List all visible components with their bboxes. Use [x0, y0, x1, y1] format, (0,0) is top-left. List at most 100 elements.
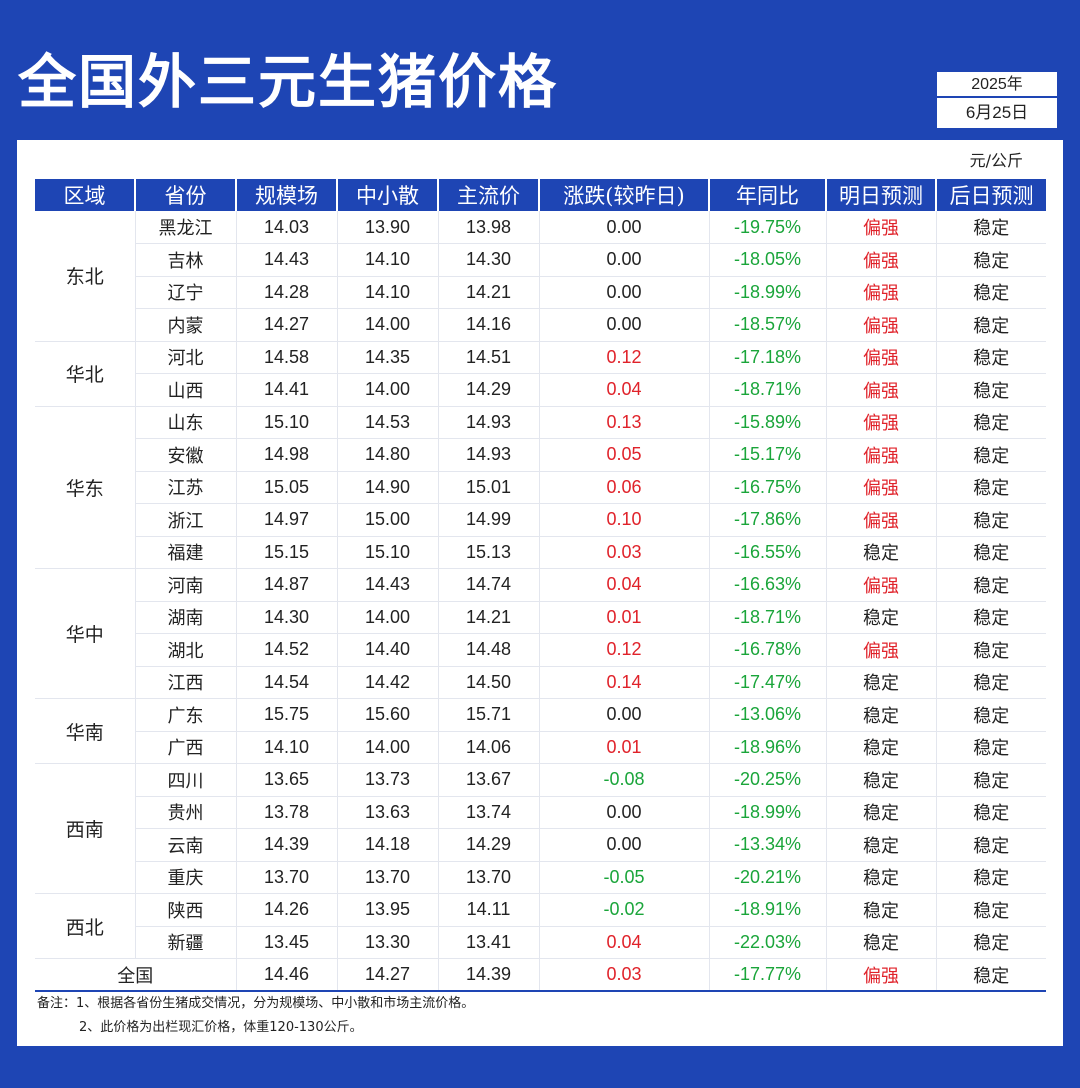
- province-cell: 贵州: [135, 796, 237, 829]
- main-price: 14.06: [438, 731, 540, 764]
- tomorrow-forecast: 稳定: [826, 763, 937, 797]
- main-price: 13.98: [438, 211, 540, 244]
- yoy-value: -17.47%: [709, 666, 827, 699]
- day-after-forecast: 稳定: [936, 893, 1046, 927]
- main-price: 15.13: [438, 536, 540, 569]
- change-value: 0.10: [539, 503, 710, 537]
- yoy-value: -18.71%: [709, 601, 827, 634]
- province-cell: 河南: [135, 568, 237, 602]
- tomorrow-forecast: 稳定: [826, 893, 937, 927]
- main-price: 14.11: [438, 893, 540, 927]
- province-cell: 湖南: [135, 601, 237, 634]
- small-farm-price: 14.00: [337, 373, 439, 407]
- day-after-forecast: 稳定: [936, 601, 1046, 634]
- scale-farm-price: 13.65: [236, 763, 338, 797]
- tomorrow-forecast: 偏强: [826, 568, 937, 602]
- main-price: 13.70: [438, 861, 540, 894]
- scale-farm-price: 15.05: [236, 471, 338, 504]
- scale-farm-price: 14.52: [236, 633, 338, 667]
- table-row: 辽宁 14.28 14.10 14.21 0.00 -18.99% 偏强 稳定: [35, 276, 1046, 309]
- province-cell: 安徽: [135, 438, 237, 472]
- day-after-forecast: 稳定: [936, 763, 1046, 797]
- table-row: 云南 14.39 14.18 14.29 0.00 -13.34% 稳定 稳定: [35, 828, 1046, 862]
- main-price: 13.67: [438, 763, 540, 797]
- tomorrow-forecast: 偏强: [826, 958, 937, 992]
- change-value: 0.06: [539, 471, 710, 504]
- table-row: 吉林 14.43 14.10 14.30 0.00 -18.05% 偏强 稳定: [35, 243, 1046, 277]
- yoy-value: -20.25%: [709, 763, 827, 797]
- day-after-forecast: 稳定: [936, 438, 1046, 472]
- day-after-forecast: 稳定: [936, 568, 1046, 602]
- column-header: 主流价: [438, 179, 540, 211]
- page-title: 全国外三元生猪价格: [18, 48, 559, 116]
- change-value: 0.13: [539, 406, 710, 439]
- main-price: 14.99: [438, 503, 540, 537]
- yoy-value: -18.96%: [709, 731, 827, 764]
- province-cell: 浙江: [135, 503, 237, 537]
- region-cell: 华东: [35, 406, 136, 569]
- day-after-forecast: 稳定: [936, 731, 1046, 764]
- scale-farm-price: 14.03: [236, 211, 338, 244]
- scale-farm-price: 14.27: [236, 308, 338, 342]
- scale-farm-price: 14.39: [236, 828, 338, 862]
- small-farm-price: 13.95: [337, 893, 439, 927]
- column-header: 年同比: [709, 179, 827, 211]
- date-day: 6月25日: [965, 103, 1029, 122]
- small-farm-price: 15.10: [337, 536, 439, 569]
- province-cell: 江西: [135, 666, 237, 699]
- tomorrow-forecast: 偏强: [826, 276, 937, 309]
- day-after-forecast: 稳定: [936, 861, 1046, 894]
- yoy-value: -13.06%: [709, 698, 827, 732]
- tomorrow-forecast: 稳定: [826, 926, 937, 959]
- change-value: -0.08: [539, 763, 710, 797]
- day-after-forecast: 稳定: [936, 958, 1046, 992]
- yoy-value: -13.34%: [709, 828, 827, 862]
- main-price: 14.74: [438, 568, 540, 602]
- day-after-forecast: 稳定: [936, 341, 1046, 374]
- change-value: 0.00: [539, 796, 710, 829]
- scale-farm-price: 13.45: [236, 926, 338, 959]
- main-price: 14.16: [438, 308, 540, 342]
- province-cell: 山东: [135, 406, 237, 439]
- note-2: 2、此价格为出栏现汇价格，体重120-130公斤。: [79, 1020, 363, 1035]
- main-price: 14.30: [438, 243, 540, 277]
- scale-farm-price: 14.26: [236, 893, 338, 927]
- change-value: 0.03: [539, 536, 710, 569]
- scale-farm-price: 15.15: [236, 536, 338, 569]
- change-value: 0.01: [539, 731, 710, 764]
- table-row: 华北 河北 14.58 14.35 14.51 0.12 -17.18% 偏强 稳定: [35, 341, 1046, 407]
- small-farm-price: 13.73: [337, 763, 439, 797]
- main-price: 14.39: [438, 958, 540, 992]
- province-cell: 广东: [135, 698, 237, 732]
- national-row: 全国 14.46 14.27 14.39 0.03 -17.77% 偏强 稳定: [35, 958, 1046, 992]
- table-row: 西南 四川 13.65 13.73 13.67 -0.08 -20.25% 稳定 稳定: [35, 763, 1046, 894]
- main-price: 14.51: [438, 341, 540, 374]
- small-farm-price: 14.10: [337, 243, 439, 277]
- change-value: 0.00: [539, 698, 710, 732]
- table-row: 内蒙 14.27 14.00 14.16 0.00 -18.57% 偏强 稳定: [35, 308, 1046, 342]
- notes: 备注：1、根据各省份生猪成交情况，分为规模场、中小散和市场主流价格。 2、此价格…: [37, 992, 474, 1040]
- small-farm-price: 14.00: [337, 601, 439, 634]
- yoy-value: -16.55%: [709, 536, 827, 569]
- small-farm-price: 14.10: [337, 276, 439, 309]
- yoy-value: -18.99%: [709, 276, 827, 309]
- price-table: 区域 省份 规模场 中小散 主流价 涨跌(较昨日) 年同比 明日预测 后日预测 东北 黑龙江 14.…: [35, 179, 1046, 992]
- day-after-forecast: 稳定: [936, 211, 1046, 244]
- small-farm-price: 14.53: [337, 406, 439, 439]
- tomorrow-forecast: 偏强: [826, 471, 937, 504]
- scale-farm-price: 14.97: [236, 503, 338, 537]
- change-value: -0.02: [539, 893, 710, 927]
- small-farm-price: 14.27: [337, 958, 439, 992]
- table-row: 江西 14.54 14.42 14.50 0.14 -17.47% 稳定 稳定: [35, 666, 1046, 699]
- table-row: 华东 山东 15.10 14.53 14.93 0.13 -15.89% 偏强 稳定: [35, 406, 1046, 569]
- yoy-value: -17.18%: [709, 341, 827, 374]
- tomorrow-forecast: 偏强: [826, 633, 937, 667]
- table-row: 东北 黑龙江 14.03 13.90 13.98 0.00 -19.75% 偏强 稳定: [35, 211, 1046, 342]
- tomorrow-forecast: 偏强: [826, 243, 937, 277]
- change-value: 0.12: [539, 341, 710, 374]
- day-after-forecast: 稳定: [936, 471, 1046, 504]
- table-row: 重庆 13.70 13.70 13.70 -0.05 -20.21% 稳定 稳定: [35, 861, 1046, 894]
- small-farm-price: 14.80: [337, 438, 439, 472]
- province-cell: 湖北: [135, 633, 237, 667]
- small-farm-price: 14.18: [337, 828, 439, 862]
